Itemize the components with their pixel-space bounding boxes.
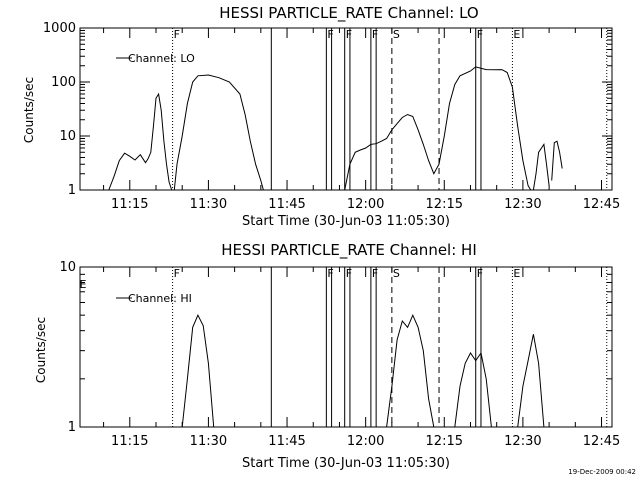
x-tick-label: 11:30 bbox=[190, 434, 227, 449]
x-tick-label: 12:30 bbox=[504, 434, 541, 449]
x-tick-label: 11:15 bbox=[111, 197, 148, 212]
y-axis-label: Counts/sec bbox=[22, 77, 36, 143]
x-tick-label: 12:15 bbox=[426, 434, 463, 449]
x-tick-label: 12:45 bbox=[583, 197, 620, 212]
plot-frame bbox=[79, 27, 613, 191]
event-marker-label: E bbox=[513, 28, 520, 41]
series-line bbox=[173, 74, 264, 191]
x-axis-label: Start Time (30-Jun-03 11:05:30) bbox=[242, 456, 450, 471]
y-tick-label: 10 bbox=[59, 260, 76, 275]
event-marker-label: S bbox=[393, 28, 400, 41]
x-tick-label: 11:30 bbox=[190, 197, 227, 212]
y-axis-label: Counts/sec bbox=[34, 317, 48, 383]
legend-label: Channel: LO bbox=[128, 52, 195, 65]
series-line bbox=[551, 140, 563, 181]
chart-panel-hi: HESSI PARTICLE_RATE Channel: HI Counts/s… bbox=[34, 241, 620, 471]
series-line bbox=[532, 143, 550, 191]
series-line bbox=[108, 92, 173, 191]
series-line bbox=[344, 66, 532, 191]
chart-title: HESSI PARTICLE_RATE Channel: HI bbox=[221, 241, 477, 260]
event-marker-label: F bbox=[346, 267, 352, 280]
event-marker-label: F bbox=[174, 267, 180, 280]
x-tick-label: 12:30 bbox=[504, 197, 541, 212]
event-marker-label: F bbox=[477, 267, 483, 280]
y-tick-label: 1 bbox=[68, 420, 76, 435]
event-marker-label: F bbox=[477, 28, 483, 41]
series-line bbox=[181, 314, 215, 428]
x-tick-label: 12:45 bbox=[583, 434, 620, 449]
x-axis-label: Start Time (30-Jun-03 11:05:30) bbox=[242, 214, 450, 229]
y-tick-label: 100 bbox=[51, 75, 76, 90]
event-marker-label: F bbox=[327, 28, 333, 41]
chart-panel-lo: HESSI PARTICLE_RATE Channel: LO Counts/s… bbox=[22, 4, 620, 229]
event-marker-label: S bbox=[393, 267, 400, 280]
event-marker-label: F bbox=[346, 28, 352, 41]
series-line bbox=[386, 313, 435, 428]
series-line bbox=[517, 334, 545, 428]
event-marker-label: E bbox=[513, 267, 520, 280]
event-marker-label: F bbox=[372, 28, 378, 41]
x-tick-label: 11:45 bbox=[268, 197, 305, 212]
corner-marker-label: E bbox=[80, 278, 87, 291]
y-tick-label: 1 bbox=[68, 183, 76, 198]
series-line bbox=[454, 351, 492, 428]
event-marker-label: F bbox=[327, 267, 333, 280]
y-tick-label: 10 bbox=[59, 129, 76, 144]
plot-frame bbox=[79, 266, 613, 428]
event-marker-label: F bbox=[174, 28, 180, 41]
x-tick-label: 12:00 bbox=[347, 197, 384, 212]
legend-label: Channel: HI bbox=[128, 292, 192, 305]
chart-title: HESSI PARTICLE_RATE Channel: LO bbox=[219, 4, 478, 23]
x-tick-label: 11:15 bbox=[111, 434, 148, 449]
x-tick-label: 11:45 bbox=[268, 434, 305, 449]
y-tick-label: 1000 bbox=[43, 21, 76, 36]
x-tick-label: 12:15 bbox=[426, 197, 463, 212]
x-tick-label: 12:00 bbox=[347, 434, 384, 449]
footer-timestamp: 19-Dec-2009 00:42 bbox=[568, 468, 636, 476]
event-marker-label: F bbox=[372, 267, 378, 280]
